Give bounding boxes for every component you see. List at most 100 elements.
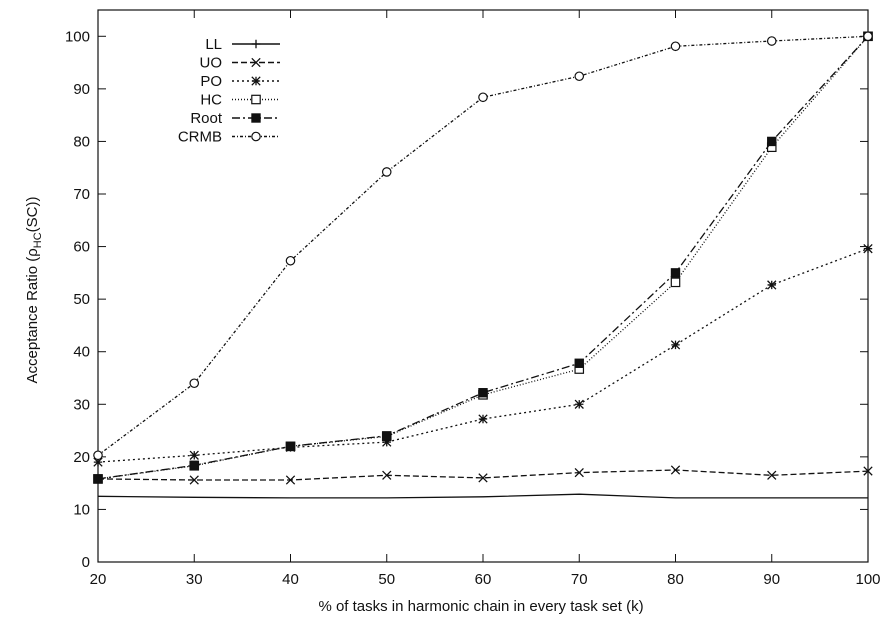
data-point-crmb [189,378,200,389]
data-point-crmb [285,255,296,266]
series-line-po [97,248,869,463]
y-tick-label: 90 [73,81,90,98]
x-tick-label: 20 [90,571,107,588]
x-tick-label: 70 [571,571,588,588]
y-tick-label: 70 [73,186,90,203]
legend-item-ll: LL [205,36,280,53]
marker-circle-shape [574,71,585,82]
marker-filled-square-shape [285,441,296,452]
marker-circle-shape [863,31,873,42]
series-po [93,244,873,467]
data-point-crmb [381,167,392,177]
series-line-root [97,35,869,480]
y-tick-label: 20 [73,449,90,466]
y-tick-label: 0 [82,554,90,571]
legend-label-po: PO [200,73,222,90]
legend-label-hc: HC [200,92,222,109]
data-point-crmb [863,31,873,42]
data-point-uo [382,470,392,480]
marker-x-shape [767,470,777,480]
marker-x-shape [382,470,392,480]
data-point-po [574,399,584,409]
marker-star-shape [574,399,584,409]
marker-star-shape [670,340,681,350]
y-tick-label: 40 [73,344,90,361]
marker-filled-square-shape [478,388,488,398]
x-axis-title: % of tasks in harmonic chain in every ta… [318,598,643,615]
data-point-root [93,474,103,484]
marker-plus-shape [251,39,261,49]
x-tick-label: 40 [282,571,299,588]
data-point-uo [285,475,296,485]
marker-filled-square-shape [189,460,199,470]
legend-label-root: Root [190,110,223,127]
y-axis-title: Acceptance Ratio (ρHC(SC)) [24,197,44,384]
marker-filled-square-shape [574,358,584,368]
legend-item-crmb: CRMB [178,129,280,146]
marker-circle-shape [381,167,392,177]
x-tick-label: 90 [763,571,780,588]
data-point-uo [478,473,488,483]
data-point-root [382,431,392,441]
marker-star-shape [93,457,103,467]
data-point-root [478,388,488,398]
legend-item-hc: HC [200,92,280,109]
marker-star-shape [382,437,392,447]
data-point-uo [574,467,584,478]
x-tick-label: 30 [186,571,203,588]
series-layer [93,31,873,499]
legend-marker-po [251,76,261,86]
data-point-root [767,136,777,147]
data-point-crmb [670,41,681,52]
marker-circle-shape [93,450,103,461]
marker-star-shape [189,450,199,460]
marker-star-shape [863,244,873,254]
x-tick-label: 100 [855,571,880,588]
marker-filled-square-shape [93,474,103,484]
series-ll [97,493,868,499]
legend-item-root: Root [190,110,280,127]
y-axis-title-tail: (SC)) [24,197,41,233]
data-point-uo [863,466,873,476]
data-point-crmb [93,450,103,461]
marker-circle-shape [189,378,200,389]
marker-x-shape [574,467,584,478]
legend-item-po: PO [200,73,280,90]
legend-item-uo: UO [200,55,280,72]
data-point-uo [189,475,199,485]
legend-label-ll: LL [205,36,222,53]
marker-x-shape [285,475,296,485]
data-point-crmb [574,71,585,82]
data-point-hc [670,277,681,288]
marker-circle-shape [670,41,681,52]
x-axis-ticks: 20 30 40 50 60 70 80 90 100 [90,10,881,588]
y-tick-label: 100 [65,28,90,45]
data-point-po [767,280,777,290]
marker-filled-square-shape [670,268,681,278]
legend-label-uo: UO [200,55,223,72]
series-crmb [93,31,873,461]
legend-marker-hc [251,94,261,105]
legend-marker-crmb [251,131,261,142]
x-tick-label: 80 [667,571,684,588]
data-point-root [574,358,584,368]
marker-filled-square-shape [767,136,777,147]
marker-circle-shape [478,92,488,103]
marker-x-shape [670,465,681,475]
data-point-po [478,414,488,424]
series-uo [93,465,873,485]
marker-open-square-shape [670,277,681,288]
data-point-uo [670,465,681,475]
legend-marker-uo [251,57,261,68]
data-point-crmb [478,92,488,103]
y-tick-label: 60 [73,239,90,256]
y-axis-ticks: 0 10 20 30 40 50 60 70 80 90 100 [65,28,868,571]
data-point-po [93,457,103,467]
marker-circle-shape [285,255,296,266]
y-tick-label: 30 [73,396,90,413]
marker-x-shape [863,466,873,476]
legend-marker-root [251,113,261,123]
marker-circle-shape [251,131,261,142]
